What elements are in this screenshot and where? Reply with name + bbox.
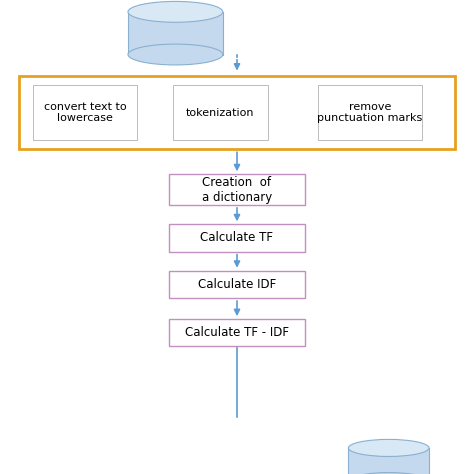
FancyBboxPatch shape: [170, 319, 304, 346]
Ellipse shape: [348, 439, 429, 456]
Bar: [128, 12, 223, 55]
FancyBboxPatch shape: [33, 85, 137, 140]
Ellipse shape: [348, 473, 429, 474]
FancyBboxPatch shape: [318, 85, 422, 140]
Ellipse shape: [128, 1, 223, 22]
FancyBboxPatch shape: [170, 174, 304, 205]
Text: Calculate TF - IDF: Calculate TF - IDF: [185, 326, 289, 339]
FancyBboxPatch shape: [173, 85, 268, 140]
Ellipse shape: [128, 44, 223, 65]
Text: tokenization: tokenization: [186, 108, 255, 118]
Text: Calculate IDF: Calculate IDF: [198, 278, 276, 291]
FancyBboxPatch shape: [170, 271, 304, 298]
Text: convert text to
lowercase: convert text to lowercase: [44, 102, 127, 123]
Bar: [348, 448, 429, 474]
Text: Creation  of
a dictionary: Creation of a dictionary: [202, 175, 272, 204]
FancyBboxPatch shape: [170, 224, 304, 252]
Text: remove
punctuation marks: remove punctuation marks: [317, 102, 422, 123]
Text: Calculate TF: Calculate TF: [201, 231, 273, 245]
